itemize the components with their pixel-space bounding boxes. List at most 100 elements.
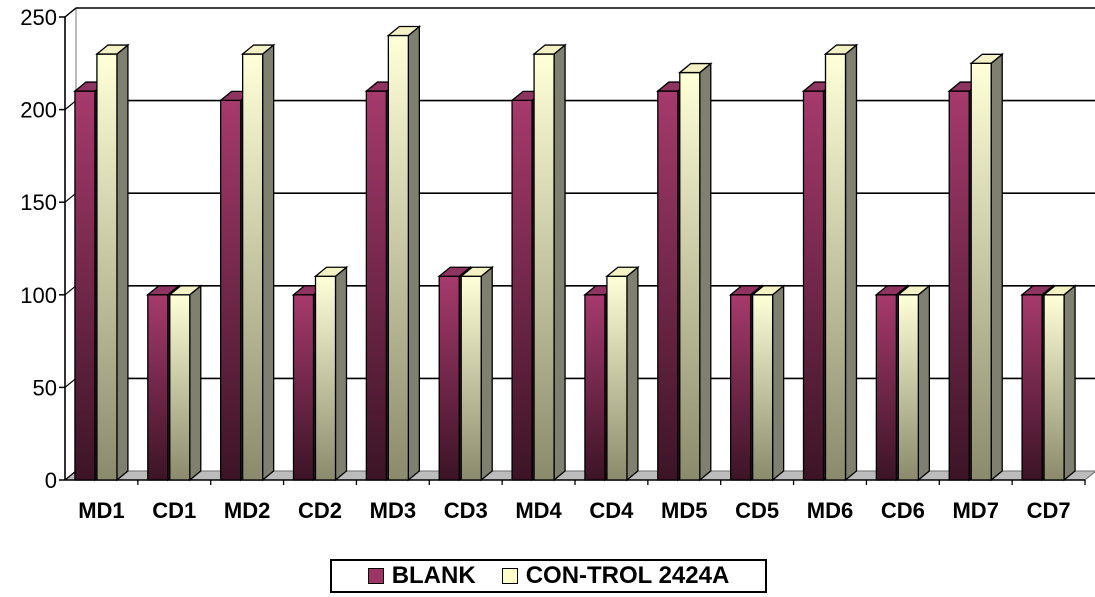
- bar-cd2-control: [313, 265, 349, 482]
- y-tick-label: 250: [20, 5, 57, 30]
- bar-top: [605, 266, 640, 277]
- bar-top: [240, 44, 276, 55]
- bar-side: [1063, 284, 1076, 482]
- bar-front: [241, 53, 264, 481]
- bar-side: [990, 52, 1003, 482]
- bar-front: [314, 275, 337, 481]
- bar-md6-control: [823, 43, 859, 482]
- x-tick-label: MD2: [224, 498, 270, 523]
- bar-front: [387, 34, 410, 481]
- bar-front: [1043, 294, 1065, 481]
- y-tick-label: 200: [20, 98, 57, 123]
- bar-side: [480, 265, 493, 482]
- bar-md1-control: [95, 43, 130, 482]
- bar-side: [699, 62, 712, 482]
- bar-front: [875, 294, 898, 481]
- bar-top: [532, 44, 567, 55]
- bar-top: [386, 25, 422, 37]
- y-tick-label: 50: [33, 375, 57, 400]
- bar-front: [460, 275, 482, 481]
- bar-top: [95, 44, 130, 55]
- bar-front: [679, 71, 701, 481]
- x-tick-label: CD7: [1027, 498, 1071, 523]
- legend-label-control: CON-TROL 2424A: [525, 562, 730, 589]
- bar-cd7-control: [1042, 284, 1077, 482]
- bar-top: [437, 266, 473, 277]
- bar-front: [96, 53, 118, 481]
- x-tick-label: CD5: [735, 498, 779, 523]
- bar-top: [823, 44, 859, 55]
- bar-cd5-control: [750, 284, 786, 482]
- bar-top: [677, 62, 713, 74]
- x-tick-label: CD2: [298, 498, 342, 523]
- bar-top: [969, 53, 1005, 64]
- bar-front: [365, 90, 388, 481]
- bar-front: [147, 294, 169, 481]
- bar-side: [261, 43, 275, 482]
- bar-front: [802, 90, 825, 481]
- x-tick-label: MD4: [515, 498, 562, 523]
- bar-front: [533, 53, 555, 481]
- bar-side: [334, 265, 348, 482]
- bar-top: [1020, 285, 1055, 296]
- bar-side: [917, 284, 931, 482]
- x-tick-label: MD1: [78, 498, 124, 523]
- bar-top: [145, 285, 181, 296]
- bar-cd1-control: [167, 284, 203, 482]
- bar-top: [167, 285, 203, 296]
- bar-front: [169, 294, 191, 481]
- bar-front: [511, 99, 533, 481]
- legend-label-blank: BLANK: [391, 562, 476, 589]
- side-wall-gridline: [64, 285, 77, 296]
- bar-md3-control: [386, 25, 422, 482]
- bar-top: [1042, 285, 1077, 296]
- bar-md2-control: [240, 43, 276, 482]
- x-tick-label: MD5: [661, 498, 707, 523]
- bar-side: [771, 284, 785, 482]
- legend-swatch-control: [501, 568, 518, 584]
- bar-front: [897, 294, 920, 481]
- bar-front: [657, 90, 679, 481]
- x-tick-label: MD6: [807, 498, 853, 523]
- x-tick-labels: MD1 CD1 MD2 CD2 MD3 CD3 MD4 CD4 MD5 CD5 MD6 CD6 MD7 C…: [78, 498, 1070, 523]
- bar-front: [584, 294, 606, 481]
- legend: BLANK CON-TROL 2424A: [330, 559, 767, 593]
- bar-md5-control: [677, 62, 713, 482]
- y-tick-labels: 0 50 100 150 200 250: [20, 5, 57, 493]
- bar-front: [1021, 294, 1043, 481]
- bar-cd4-control: [605, 265, 640, 482]
- bar-side: [553, 43, 566, 482]
- x-tick-label: CD3: [444, 498, 488, 523]
- bar-front: [219, 99, 242, 481]
- bar-top: [728, 285, 764, 296]
- side-wall-gridline: [64, 377, 77, 388]
- bar-md7-control: [969, 52, 1005, 482]
- legend-item-control: CON-TROL 2424A: [501, 562, 730, 590]
- y-tick-label: 150: [20, 190, 57, 215]
- floor: [63, 470, 1095, 481]
- bar-front: [606, 275, 628, 481]
- bar-cd6-control: [896, 284, 932, 482]
- bar-top: [750, 285, 786, 296]
- bar-side: [844, 43, 858, 482]
- bar-side: [626, 265, 639, 482]
- bar-top: [896, 285, 932, 296]
- plot-area: [63, 7, 1095, 481]
- bar-top: [459, 266, 495, 277]
- bar-front: [438, 275, 460, 481]
- y-tick-label: 100: [20, 283, 57, 308]
- bar-front: [970, 62, 992, 481]
- bar-side: [116, 43, 129, 482]
- x-tick-label: CD1: [152, 498, 196, 523]
- bar-front: [292, 294, 315, 481]
- legend-item-blank: BLANK: [367, 562, 476, 590]
- side-wall-gridline: [64, 192, 77, 203]
- bar-md4-control: [532, 43, 567, 482]
- bar-front: [751, 294, 774, 481]
- bar-front: [948, 90, 970, 481]
- x-tick-label: CD6: [881, 498, 925, 523]
- legend-swatch-blank: [367, 568, 384, 584]
- bar-side: [189, 284, 202, 482]
- bars: [73, 25, 1077, 482]
